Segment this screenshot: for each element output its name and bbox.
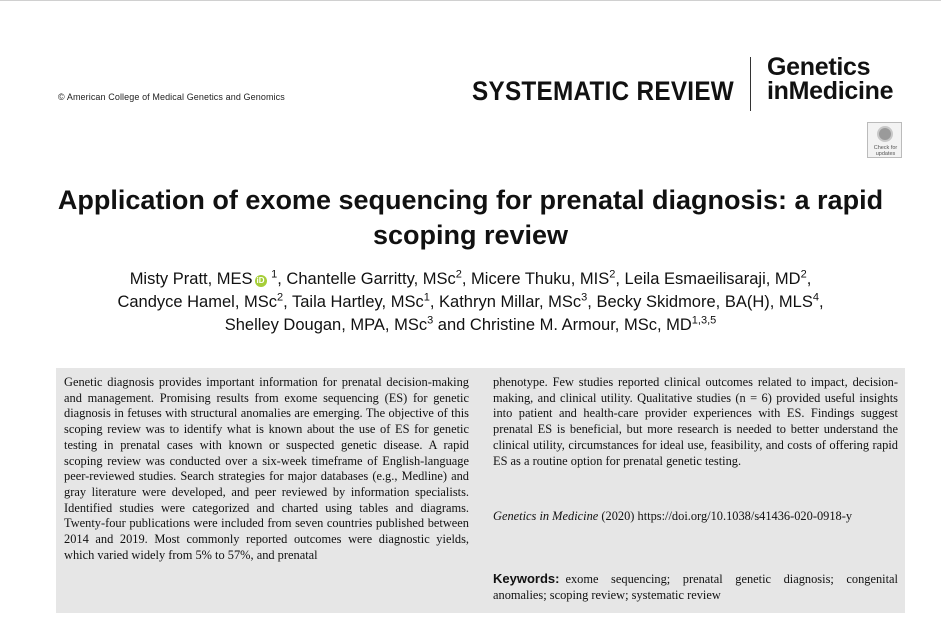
orcid-icon[interactable]: iD bbox=[254, 275, 267, 287]
author-list: Misty Pratt, MES iD 1, Chantelle Garritty… bbox=[40, 268, 901, 337]
affiliation-marker: 1 bbox=[423, 291, 430, 304]
affiliation-marker: 4 bbox=[812, 291, 819, 304]
author-name: , Micere Thuku, MIS bbox=[461, 270, 610, 288]
journal-logo-line2: inMedicine bbox=[767, 77, 894, 105]
keywords-label: Keywords: bbox=[493, 571, 560, 586]
check-for-updates-button[interactable]: Check for updates bbox=[867, 122, 902, 158]
author-name: Shelley Dougan, MPA, MSc bbox=[224, 316, 428, 334]
article-title: Application of exome sequencing for pren… bbox=[57, 185, 884, 250]
author-name: , Becky Skidmore, BA(H), MLS bbox=[587, 293, 813, 311]
author-name: Misty Pratt, MES bbox=[129, 270, 253, 288]
author-separator: , bbox=[806, 270, 812, 288]
journal-logo-line1: Genetics bbox=[767, 53, 871, 81]
affiliation-marker: 2 bbox=[277, 291, 284, 304]
affiliation-marker: 1,3,5 bbox=[691, 314, 717, 327]
author-name: , Chantelle Garritty, MSc bbox=[277, 270, 456, 288]
author-name: , Taila Hartley, MSc bbox=[283, 293, 424, 311]
check-updates-label: Check for updates bbox=[873, 145, 898, 157]
journal-logo: Genetics inMedicine bbox=[767, 53, 894, 105]
abstract-text-left: Genetic diagnosis provides important inf… bbox=[64, 375, 469, 562]
author-name: , Leila Esmaeilisaraji, MD bbox=[615, 270, 801, 288]
affiliation-marker: 2 bbox=[609, 268, 616, 281]
affiliation-marker: 1 bbox=[271, 268, 278, 281]
affiliation-marker: 3 bbox=[427, 314, 434, 327]
abstract-box: Genetic diagnosis provides important inf… bbox=[56, 368, 905, 613]
keywords-list: exome sequencing; prenatal genetic diagn… bbox=[493, 572, 898, 602]
author-name: Candyce Hamel, MSc bbox=[117, 293, 277, 311]
author-name: and Christine M. Armour, MSc, MD bbox=[433, 316, 692, 334]
affiliation-marker: 2 bbox=[455, 268, 462, 281]
author-name: , Kathryn Millar, MSc bbox=[429, 293, 582, 311]
author-separator: , bbox=[818, 293, 824, 311]
citation: Genetics in Medicine (2020) https://doi.… bbox=[493, 509, 898, 525]
article-type-label: SYSTEMATIC REVIEW bbox=[472, 76, 735, 106]
top-rule bbox=[0, 0, 941, 1]
check-updates-icon bbox=[877, 126, 893, 142]
copyright-notice: © American College of Medical Genetics a… bbox=[58, 92, 285, 102]
header-divider bbox=[750, 57, 751, 111]
abstract-text-right: phenotype. Few studies reported clinical… bbox=[493, 375, 898, 468]
citation-journal: Genetics in Medicine bbox=[493, 509, 599, 523]
keywords: Keywords: exome sequencing; prenatal gene… bbox=[493, 571, 898, 603]
affiliation-marker: 2 bbox=[800, 268, 807, 281]
citation-doi[interactable]: (2020) https://doi.org/10.1038/s41436-02… bbox=[598, 509, 853, 523]
affiliation-marker: 3 bbox=[581, 291, 588, 304]
